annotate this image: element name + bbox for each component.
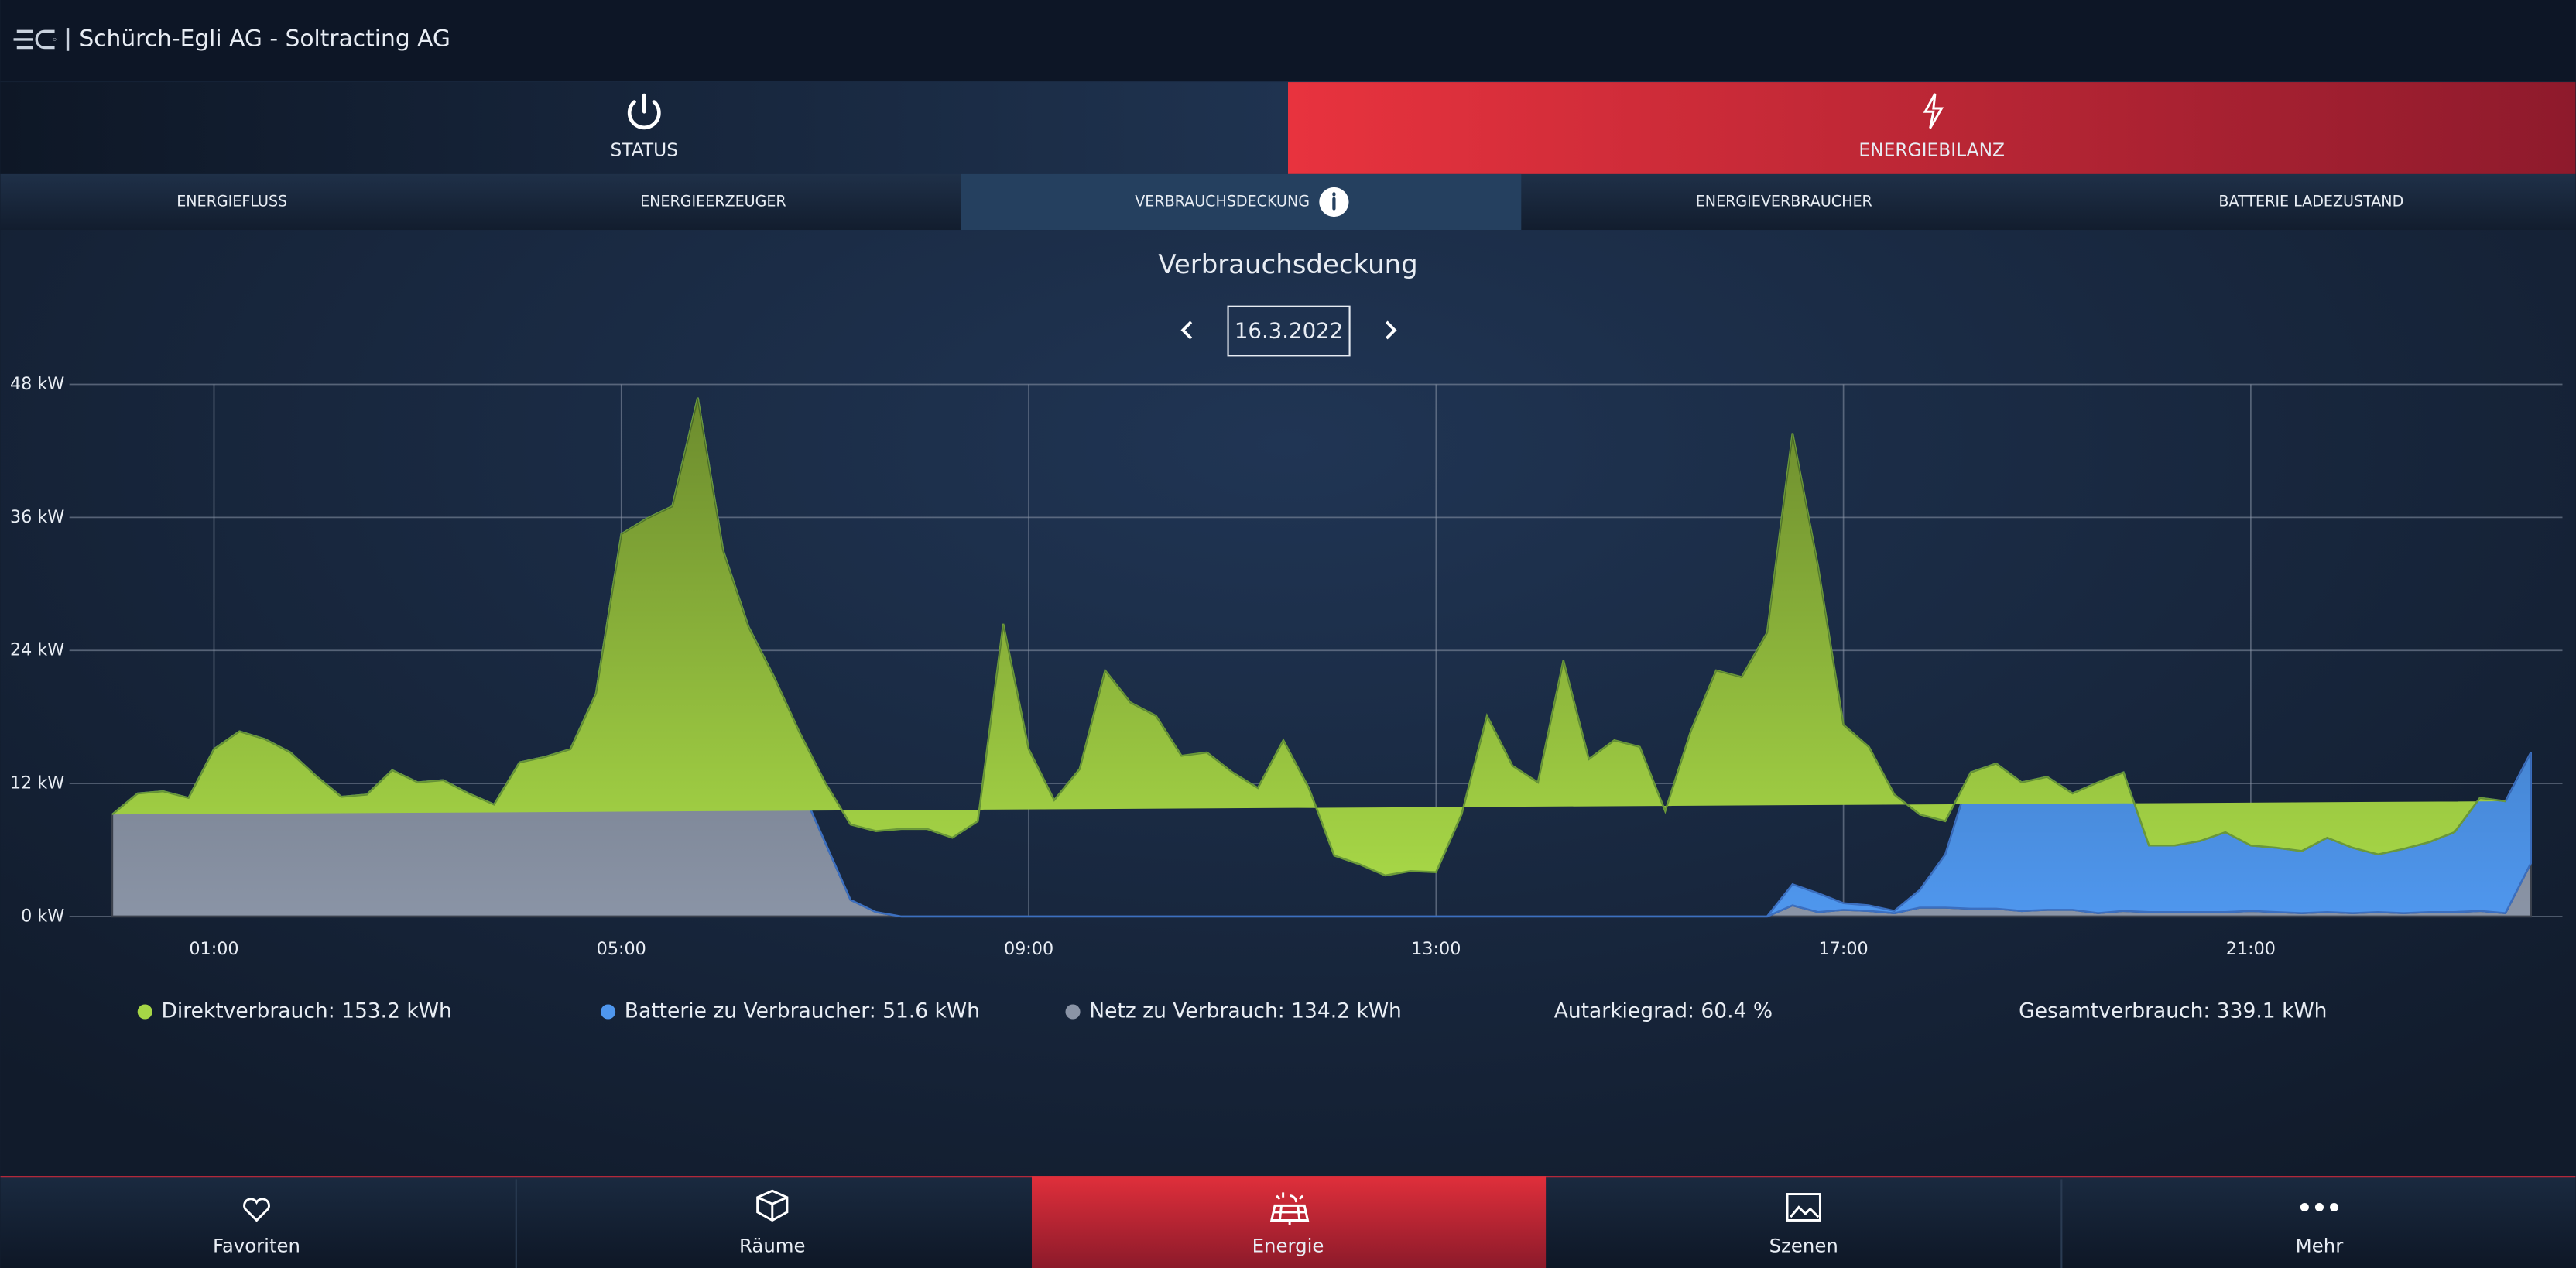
chart-title: Verbrauchsdeckung bbox=[1158, 249, 1417, 280]
subtab[interactable]: VERBRAUCHSDECKUNG bbox=[1135, 192, 1310, 210]
x-tick-label: 17:00 bbox=[1819, 939, 1869, 959]
nav-label[interactable]: Mehr bbox=[2296, 1234, 2345, 1256]
subtab[interactable]: BATTERIE LADEZUSTAND bbox=[2218, 192, 2403, 210]
legend-label: Direktverbrauch: 153.2 kWh bbox=[161, 999, 451, 1023]
legend-label: Batterie zu Verbraucher: 51.6 kWh bbox=[625, 999, 980, 1023]
date: 16.3.2022 bbox=[1235, 318, 1343, 344]
x-tick-label: 01:00 bbox=[189, 939, 238, 959]
legend-dot bbox=[1065, 1004, 1081, 1020]
nav-label[interactable]: Favoriten bbox=[213, 1234, 300, 1256]
nav-label[interactable]: Szenen bbox=[1769, 1234, 1838, 1256]
nav-icons bbox=[243, 1189, 1821, 1225]
tab-label: ENERGIEBILANZ bbox=[1858, 139, 2005, 161]
next-date[interactable] bbox=[1385, 320, 1397, 340]
y-tick-label: 12 kW bbox=[10, 773, 64, 793]
x-tick-label: 09:00 bbox=[1004, 939, 1053, 959]
nav-dividers bbox=[515, 1179, 2063, 1268]
y-tick-label: 24 kW bbox=[10, 640, 64, 660]
area-shade bbox=[111, 397, 2531, 917]
nav-label[interactable]: Energie bbox=[1252, 1234, 1324, 1256]
subtab[interactable]: ENERGIEVERBRAUCHER bbox=[1696, 192, 1872, 210]
more-icon bbox=[2300, 1202, 2339, 1212]
subtab[interactable]: ENERGIEERZEUGER bbox=[640, 192, 786, 210]
area-shade bbox=[111, 397, 2506, 876]
subtab[interactable]: ENERGIEFLUSS bbox=[176, 192, 287, 210]
summary: Gesamtverbrauch: 339.1 kWh bbox=[2019, 999, 2327, 1023]
chart: 0 kW 12 kW 24 kW 36 kW 48 kW 01:00 05:00 09:00 1… bbox=[10, 374, 2563, 1023]
y-tick-label: 48 kW bbox=[10, 374, 64, 394]
subtab-active[interactable] bbox=[961, 173, 1522, 231]
legend-label: Netz zu Verbrauch: 134.2 kWh bbox=[1089, 999, 1402, 1023]
y-tick-label: 0 kW bbox=[21, 906, 64, 926]
tab-label: STATUS bbox=[611, 139, 679, 161]
legend-dot bbox=[601, 1004, 616, 1020]
x-tick-label: 21:00 bbox=[2226, 939, 2276, 959]
company-name: Schürch-Egli AG - Soltracting AG bbox=[79, 25, 450, 52]
summary: Autarkiegrad: 60.4 % bbox=[1554, 999, 1773, 1023]
legend-dot bbox=[137, 1004, 152, 1020]
x-tick-label: 05:00 bbox=[597, 939, 646, 959]
top-bar bbox=[0, 0, 2576, 81]
y-tick-label: 36 kW bbox=[10, 507, 64, 527]
x-tick-label: 13:00 bbox=[1411, 939, 1461, 959]
logo bbox=[13, 28, 70, 51]
prev-date[interactable] bbox=[1180, 320, 1193, 340]
power-icon bbox=[627, 93, 661, 130]
date-box[interactable] bbox=[1227, 305, 1351, 357]
nav-label[interactable]: Räume bbox=[739, 1234, 806, 1256]
bolt-icon bbox=[1923, 93, 1944, 129]
